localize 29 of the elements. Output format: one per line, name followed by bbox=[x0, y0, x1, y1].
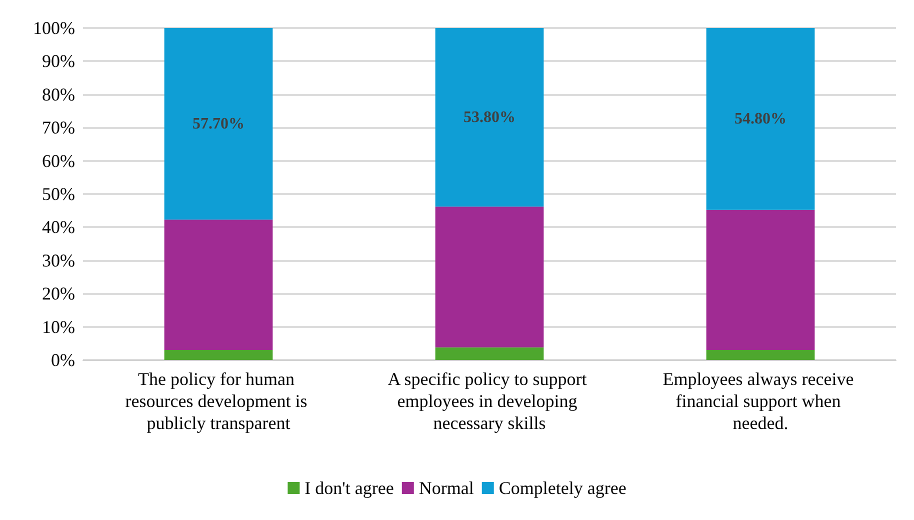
y-tick-label: 10% bbox=[42, 316, 75, 337]
x-tick-label: A specific policy to support employees in developing necessary skills bbox=[388, 369, 592, 433]
y-tick-label: 40% bbox=[42, 217, 75, 238]
bar bbox=[706, 210, 815, 350]
y-tick-label: 30% bbox=[42, 250, 75, 270]
y-tick-label: 0% bbox=[51, 350, 75, 370]
y-tick-label: 50% bbox=[42, 184, 75, 204]
data-label: 57.70% bbox=[192, 115, 244, 132]
bar bbox=[164, 350, 273, 360]
y-tick-label: 70% bbox=[42, 118, 75, 138]
y-tick-label: 80% bbox=[42, 84, 75, 104]
y-tick-label: 100% bbox=[33, 18, 75, 38]
legend-label: Completely agree bbox=[498, 478, 626, 498]
bar bbox=[706, 350, 815, 360]
x-tick-label: Employees always receive financial support when needed. bbox=[662, 369, 858, 433]
legend-label: Normal bbox=[418, 478, 474, 498]
data-label: 53.80% bbox=[464, 108, 516, 126]
y-tick-label: 60% bbox=[42, 150, 75, 171]
y-tick-label: 20% bbox=[42, 284, 75, 304]
bar bbox=[435, 347, 544, 360]
data-label: 54.80% bbox=[734, 110, 786, 128]
y-tick-label: 90% bbox=[42, 51, 75, 72]
x-tick-label: The policy for human resources development is publicly transparent bbox=[125, 369, 312, 433]
bar bbox=[435, 28, 544, 207]
bar bbox=[164, 220, 273, 350]
bar bbox=[435, 206, 544, 348]
bar bbox=[706, 28, 815, 210]
bar bbox=[164, 28, 273, 220]
legend-label: I don't agree bbox=[304, 478, 394, 498]
